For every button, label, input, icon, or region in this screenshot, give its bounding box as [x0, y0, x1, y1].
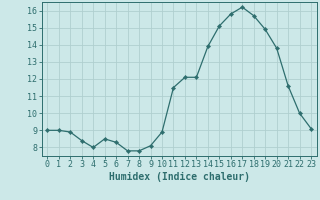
X-axis label: Humidex (Indice chaleur): Humidex (Indice chaleur): [109, 172, 250, 182]
